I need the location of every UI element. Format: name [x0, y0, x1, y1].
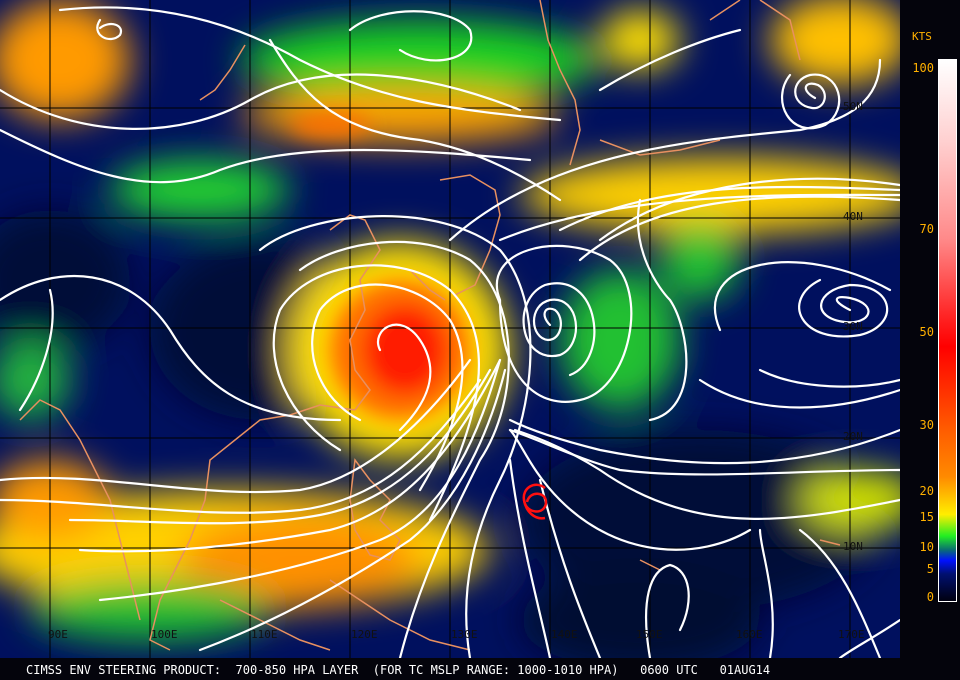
lon-label-110e: 110E — [251, 628, 278, 641]
colorbar-label-30: 30 — [919, 418, 934, 432]
colorbar-label-5: 5 — [926, 562, 934, 576]
colorbar-label-50: 50 — [919, 325, 934, 339]
colorbar-label-10: 10 — [919, 540, 934, 554]
lon-label-150e: 150E — [636, 628, 663, 641]
colorbar-units: KTS — [912, 30, 932, 43]
lon-label-100e: 100E — [151, 628, 178, 641]
lon-label-120e: 120E — [351, 628, 378, 641]
colorbar-label-0: 0 — [926, 590, 934, 604]
streamlines — [0, 6, 900, 658]
lat-label-30n: 30N — [843, 320, 863, 333]
lon-label-170e: 170E — [838, 628, 865, 641]
colorbar-label-20: 20 — [919, 484, 934, 498]
colorbar-label-15: 15 — [919, 510, 934, 524]
lat-label-10n: 10N — [843, 540, 863, 553]
lon-label-90e: 90E — [48, 628, 68, 641]
lon-label-140e: 140E — [551, 628, 578, 641]
colorbar-label-100: 100 — [912, 61, 934, 75]
wind-speed-colorbar — [938, 59, 957, 602]
product-title: CIMSS ENV STEERING PRODUCT: 700-850 HPA … — [26, 663, 771, 677]
lat-lon-grid — [0, 0, 900, 658]
lat-label-50n: 50N — [843, 100, 863, 113]
steering-flow-map — [0, 0, 900, 658]
lat-label-40n: 40N — [843, 210, 863, 223]
lon-label-160e: 160E — [736, 628, 763, 641]
tropical-cyclone-icon — [522, 483, 548, 520]
lat-label-20n: 20N — [843, 430, 863, 443]
colorbar-label-70: 70 — [919, 222, 934, 236]
lon-label-130e: 130E — [451, 628, 478, 641]
